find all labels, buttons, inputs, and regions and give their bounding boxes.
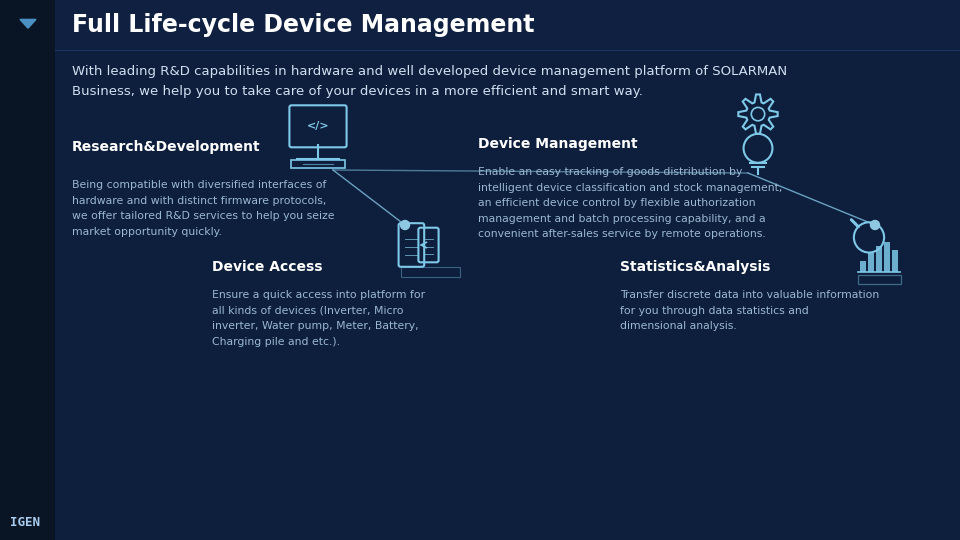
Text: </>: </> <box>306 122 329 131</box>
Bar <box>860 261 866 272</box>
Text: With leading R&D capabilities in hardware and well developed device management p: With leading R&D capabilities in hardwar… <box>72 65 787 78</box>
Bar <box>884 242 890 272</box>
Text: IGEN: IGEN <box>10 516 40 529</box>
Bar <box>55 0 960 50</box>
Bar <box>0 0 55 540</box>
Bar <box>292 160 345 168</box>
Text: Business, we help you to take care of your devices in a more efficient and smart: Business, we help you to take care of yo… <box>72 85 643 98</box>
Text: Device Management: Device Management <box>478 137 637 151</box>
Bar <box>868 253 874 272</box>
Circle shape <box>871 220 879 230</box>
Bar <box>892 250 898 272</box>
Text: Device Access: Device Access <box>212 260 323 274</box>
Polygon shape <box>20 19 36 28</box>
Text: Enable an easy tracking of goods distribution by
intelligent device classificati: Enable an easy tracking of goods distrib… <box>478 167 782 239</box>
Circle shape <box>400 220 410 230</box>
Text: Statistics&Analysis: Statistics&Analysis <box>620 260 770 274</box>
Text: Being compatible with diversified interfaces of
hardware and with distinct firmw: Being compatible with diversified interf… <box>72 180 334 237</box>
Text: Ensure a quick access into platform for
all kinds of devices (Inverter, Micro
in: Ensure a quick access into platform for … <box>212 290 425 347</box>
Text: Research&Development: Research&Development <box>72 140 260 154</box>
Bar <box>876 246 882 272</box>
Bar <box>400 267 460 278</box>
Text: Transfer discrete data into valuable information
for you through data statistics: Transfer discrete data into valuable inf… <box>620 290 879 331</box>
Bar <box>858 275 901 284</box>
Text: Full Life-cycle Device Management: Full Life-cycle Device Management <box>72 13 535 37</box>
